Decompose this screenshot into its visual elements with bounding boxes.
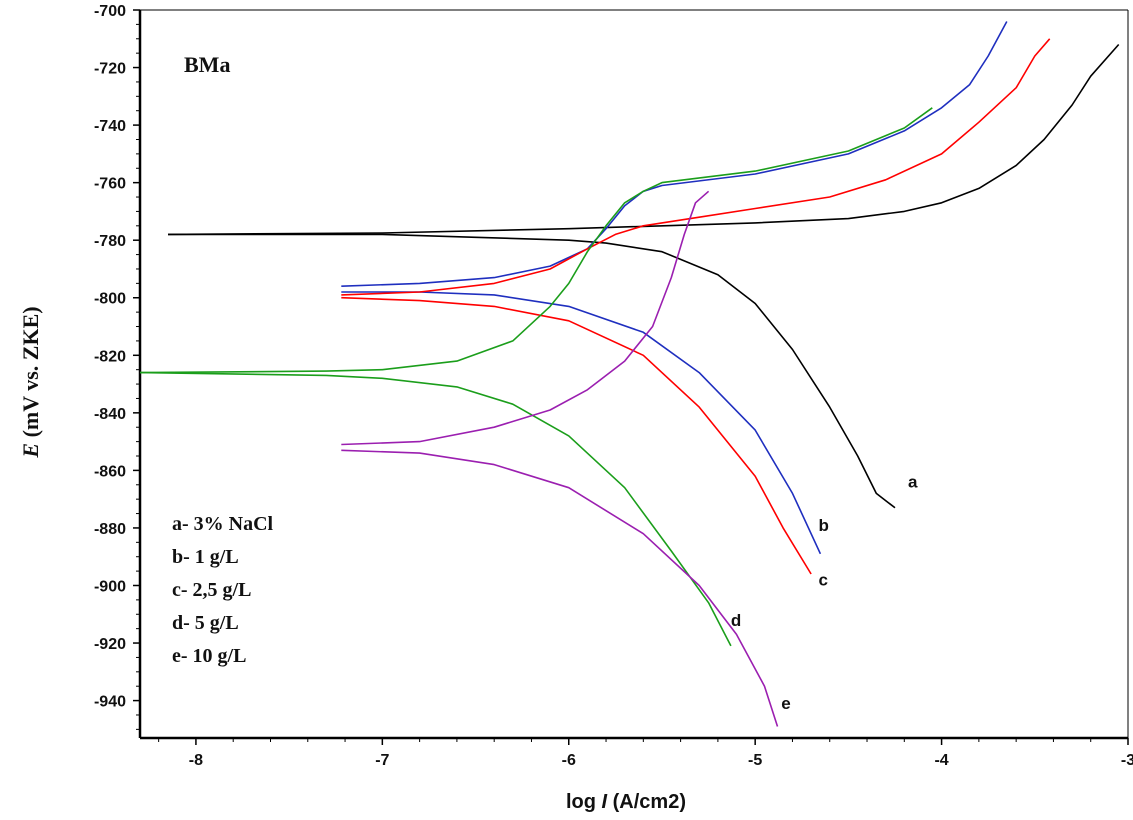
series-d xyxy=(139,107,933,647)
curve-label-d: d xyxy=(731,611,741,630)
curve-labels: a b c d e xyxy=(731,473,918,714)
series-c xyxy=(341,38,1051,575)
legend: a- 3% NaCl b- 1 g/L c- 2,5 g/L d- 5 g/L e- 1… xyxy=(172,513,274,667)
curve-label-a: a xyxy=(908,473,918,492)
y-tick-label: -920 xyxy=(94,636,126,653)
series-c-cathodic-line xyxy=(341,296,812,575)
curve-label-c: c xyxy=(819,570,828,589)
series-e xyxy=(341,190,779,727)
series-b-cathodic-line xyxy=(341,291,822,555)
series-d-cathodic-line xyxy=(139,371,732,647)
series-b-anodic-line xyxy=(341,21,1008,287)
y-axis-ticks: -700 -720 -740 -760 -780 -800 -820 -840 -860 -880… xyxy=(94,3,140,730)
y-tick-label: -940 xyxy=(94,694,126,711)
x-tick-label: -4 xyxy=(934,752,948,769)
y-axis-label: E (mV vs. ZKE) xyxy=(18,306,43,458)
curve-label-e: e xyxy=(781,694,790,713)
series-d-anodic-line xyxy=(139,107,933,374)
plot-area: -8 -7 -6 -5 -4 -3 -700 -720 -740 -760 -780 -800 -82… xyxy=(94,3,1133,769)
panel-label: BMa xyxy=(184,52,230,77)
legend-entry: c- 2,5 g/L xyxy=(172,579,251,601)
y-axis-label-unit: (mV vs. ZKE) xyxy=(18,306,43,443)
y-tick-label: -700 xyxy=(94,3,126,20)
x-tick-label: -6 xyxy=(562,752,576,769)
x-tick-label: -8 xyxy=(189,752,203,769)
y-tick-label: -820 xyxy=(94,348,126,365)
legend-entry: e- 10 g/L xyxy=(172,645,246,667)
y-tick-label: -880 xyxy=(94,521,126,538)
y-tick-label: -780 xyxy=(94,233,126,250)
series-a-cathodic-line xyxy=(168,233,896,509)
x-tick-label: -5 xyxy=(748,752,762,769)
y-tick-label: -800 xyxy=(94,291,126,308)
series-a xyxy=(167,43,1120,509)
x-axis-label: log I (A/cm2) xyxy=(566,791,686,813)
legend-entry: a- 3% NaCl xyxy=(172,513,274,535)
x-tick-label: -7 xyxy=(375,752,389,769)
x-axis-label-unit: (A/cm2) xyxy=(607,791,686,813)
x-axis-label-prefix: log xyxy=(566,791,602,813)
y-axis-label-variable: E xyxy=(18,443,43,459)
y-tick-label: -760 xyxy=(94,176,126,193)
y-tick-label: -860 xyxy=(94,463,126,480)
legend-entry: b- 1 g/L xyxy=(172,546,239,568)
y-tick-label: -720 xyxy=(94,61,126,78)
x-axis-label-variable: I xyxy=(602,791,608,813)
x-tick-label: -3 xyxy=(1121,752,1133,769)
x-axis-ticks: -8 -7 -6 -5 -4 -3 xyxy=(158,738,1133,769)
y-tick-label: -740 xyxy=(94,118,126,135)
y-tick-label: -840 xyxy=(94,406,126,423)
series-e-anodic-line xyxy=(341,190,710,446)
series-a-anodic-line xyxy=(167,43,1120,236)
series-b xyxy=(341,21,1008,555)
legend-entry: d- 5 g/L xyxy=(172,612,239,634)
y-tick-label: -900 xyxy=(94,578,126,595)
curve-label-b: b xyxy=(819,516,829,535)
series-c-anodic-line xyxy=(341,38,1051,296)
series-group xyxy=(139,21,1120,727)
series-e-cathodic-line xyxy=(341,449,779,727)
